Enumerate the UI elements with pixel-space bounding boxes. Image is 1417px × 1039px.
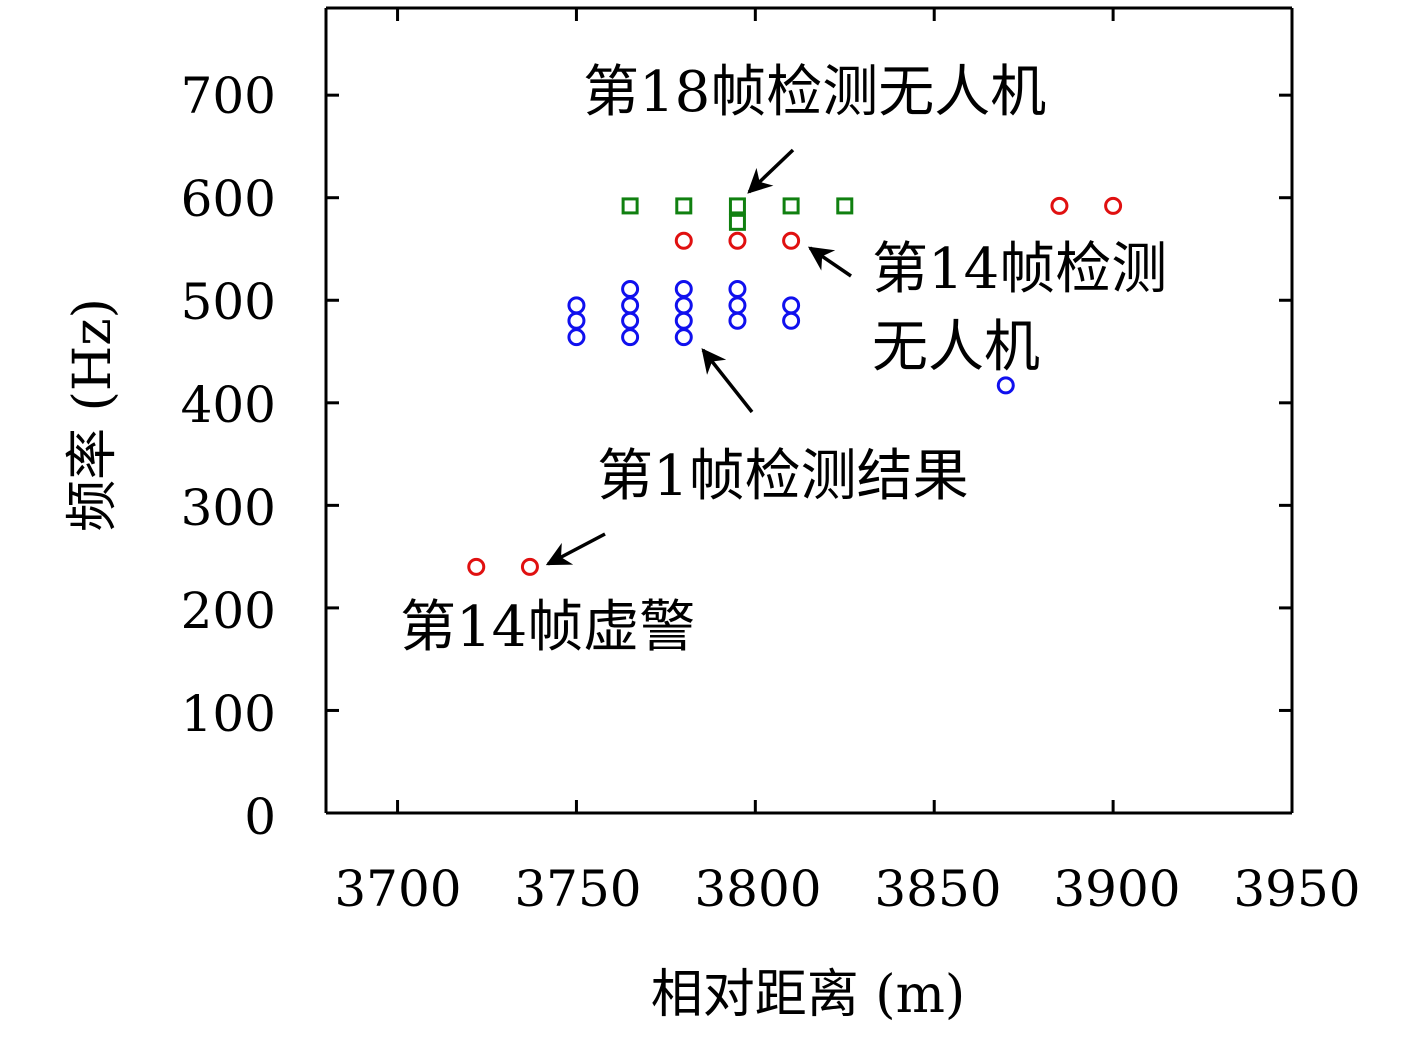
data-point-square bbox=[782, 197, 800, 215]
y-tick-labels: 0 100 200 300 400 500 600 700 bbox=[181, 67, 276, 846]
data-point-circle bbox=[1050, 196, 1069, 215]
data-point-circle bbox=[728, 279, 747, 298]
data-point-circle bbox=[567, 296, 586, 315]
data-point-circle bbox=[674, 311, 693, 330]
data-point-circle bbox=[567, 311, 586, 330]
data-point-circle bbox=[520, 557, 539, 576]
annotation-frame18: 第18帧检测无人机 bbox=[583, 60, 1046, 194]
x-tick-label: 3950 bbox=[1233, 860, 1360, 918]
x-tick-label: 3800 bbox=[694, 860, 821, 918]
annotation-label: 第18帧检测无人机 bbox=[583, 60, 1046, 125]
data-point-square bbox=[675, 197, 693, 215]
data-point-circle bbox=[782, 231, 801, 250]
data-point-circle bbox=[621, 296, 640, 315]
plot-frame bbox=[324, 6, 1294, 815]
y-tick-label: 0 bbox=[244, 788, 276, 846]
data-point-circle bbox=[728, 311, 747, 330]
data-point-circle bbox=[996, 376, 1015, 395]
data-point-circle bbox=[728, 296, 747, 315]
y-tick-label: 200 bbox=[181, 582, 276, 640]
data-point-circle bbox=[674, 279, 693, 298]
annotation-arrow bbox=[747, 148, 795, 194]
data-point-circle bbox=[1104, 196, 1123, 215]
y-tick-label: 500 bbox=[181, 273, 276, 331]
data-point-circle bbox=[621, 328, 640, 347]
y-tick-label: 100 bbox=[181, 685, 276, 743]
annotation-arrow bbox=[545, 532, 606, 566]
annotation-arrow bbox=[701, 348, 754, 414]
data-point-square bbox=[836, 197, 854, 215]
y-tick-label: 600 bbox=[181, 170, 276, 228]
data-point-circle bbox=[782, 296, 801, 315]
data-point-square bbox=[728, 213, 746, 231]
y-tick-label: 300 bbox=[181, 479, 276, 537]
y-tick-label: 700 bbox=[181, 67, 276, 125]
annotation-label: 第14帧检测 bbox=[872, 237, 1167, 302]
annotation-frame14-detect: 第14帧检测 无人机 bbox=[807, 237, 1167, 380]
x-tick-label: 3750 bbox=[514, 860, 641, 918]
annotation-label: 无人机 bbox=[872, 315, 1040, 380]
annotation-frame1: 第1帧检测结果 bbox=[597, 348, 969, 509]
y-tick-label: 400 bbox=[181, 376, 276, 434]
data-point-circle bbox=[621, 279, 640, 298]
annotation-arrow bbox=[807, 246, 852, 278]
data-point-circle bbox=[782, 311, 801, 330]
x-tick-labels: 3700 3750 3800 3850 3900 3950 bbox=[334, 860, 1360, 918]
data-point-circle bbox=[567, 328, 586, 347]
y-axis-title: 频率 (Hz) bbox=[63, 298, 123, 532]
annotation-frame14-false: 第14帧虚警 bbox=[400, 532, 695, 660]
data-point-circle bbox=[674, 231, 693, 250]
data-points bbox=[467, 196, 1123, 576]
axis-ticks bbox=[326, 8, 1294, 815]
data-point-circle bbox=[621, 311, 640, 330]
data-point-circle bbox=[728, 231, 747, 250]
x-tick-label: 3850 bbox=[874, 860, 1001, 918]
annotation-label: 第1帧检测结果 bbox=[597, 444, 969, 509]
data-point-square bbox=[728, 197, 746, 215]
data-point-circle bbox=[674, 296, 693, 315]
annotation-label: 第14帧虚警 bbox=[400, 595, 695, 660]
x-tick-label: 3900 bbox=[1053, 860, 1180, 918]
data-point-square bbox=[621, 197, 639, 215]
data-point-circle bbox=[674, 328, 693, 347]
x-tick-label: 3700 bbox=[334, 860, 461, 918]
x-axis-title: 相对距离 (m) bbox=[651, 965, 965, 1025]
data-point-circle bbox=[467, 557, 486, 576]
